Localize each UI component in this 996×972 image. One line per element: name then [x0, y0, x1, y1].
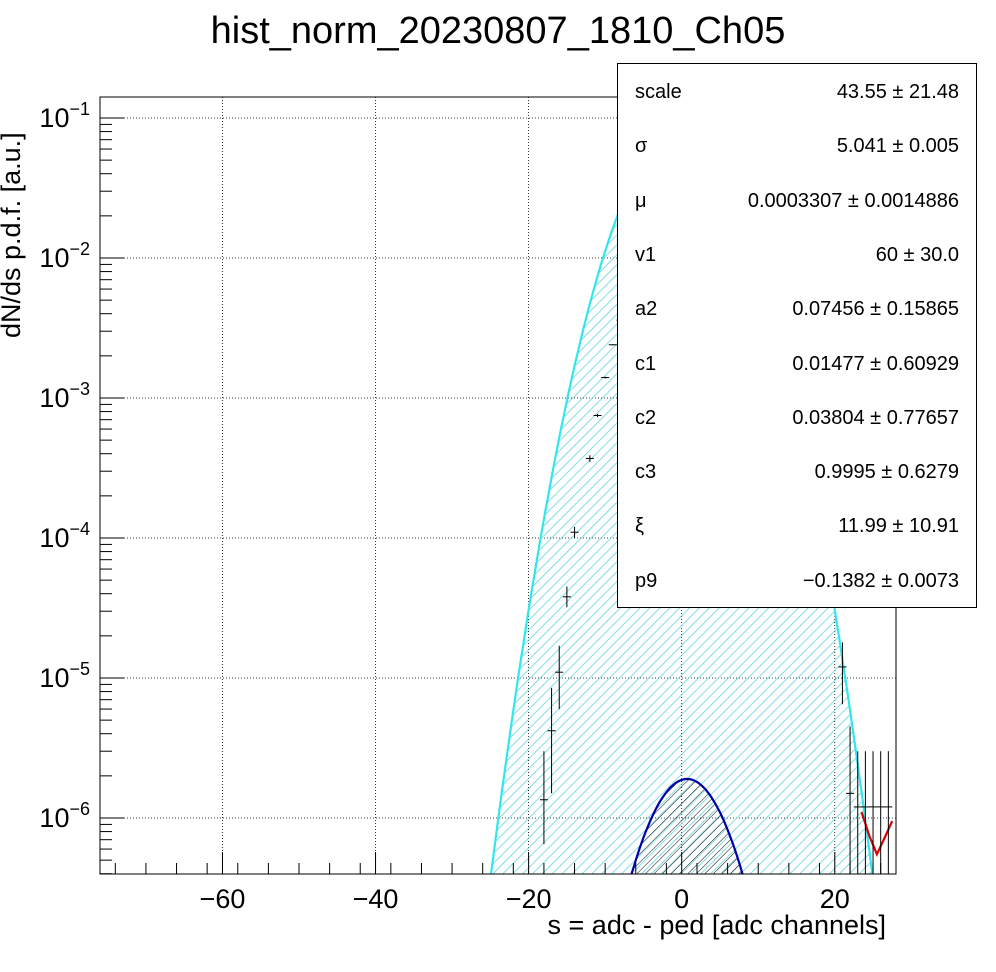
- stat-name: a2: [635, 298, 658, 321]
- stat-row: μ 0.0003307 ± 0.0014886: [618, 190, 976, 220]
- histogram-point: [585, 455, 594, 462]
- histogram-point: [861, 751, 870, 874]
- histogram-point: [838, 642, 847, 705]
- stat-name: ξ: [635, 515, 644, 538]
- y-tick-label: 10−3: [39, 379, 90, 413]
- secondary-peak-fill: [612, 779, 763, 874]
- secondary-peak-curve: [630, 777, 744, 874]
- y-tick-label: 10−6: [39, 799, 90, 833]
- stat-value: 60 ± 30.0: [875, 243, 959, 266]
- tick-labels: −60 −40 −20 0 20 10−1 10−2 10−3 10−4 10−5 10−6: [39, 99, 849, 914]
- stat-value: 0.07456 ± 0.15865: [792, 298, 959, 321]
- y-axis-label: dN/ds p.d.f. [a.u.]: [0, 132, 26, 338]
- stat-row: c1 0.01477 ± 0.60929: [618, 353, 976, 383]
- stat-name: c3: [635, 461, 657, 484]
- histogram-point: [853, 751, 862, 874]
- histogram-point: [570, 526, 579, 538]
- x-tick-label: 20: [820, 884, 850, 914]
- chart-title: hist_norm_20230807_1810_Ch05: [210, 10, 786, 52]
- stat-row: scale 43.55 ± 21.48: [618, 81, 976, 111]
- y-tick-label: 10−1: [39, 99, 90, 133]
- histogram-point: [608, 344, 617, 346]
- stat-row: v1 60 ± 30.0: [618, 244, 976, 274]
- y-tick-label: 10−2: [39, 239, 90, 273]
- x-tick-label: −40: [353, 884, 399, 914]
- y-tick-label: 10−4: [39, 519, 90, 553]
- y-tick-label: 10−5: [39, 659, 90, 693]
- stat-name: σ: [635, 135, 648, 158]
- fit-statistics-box: scale 43.55 ± 21.48 σ 5.041 ± 0.005 μ 0.00033…: [617, 63, 977, 608]
- axis-ticks: [100, 117, 882, 875]
- stat-value: 0.03804 ± 0.77657: [792, 406, 959, 429]
- x-tick-label: −60: [200, 884, 246, 914]
- stat-row: a2 0.07456 ± 0.15865: [618, 298, 976, 328]
- histogram-point: [869, 751, 878, 874]
- stat-value: 11.99 ± 10.91: [838, 515, 959, 538]
- stat-name: scale: [635, 81, 682, 103]
- stat-value: 43.55 ± 21.48: [836, 81, 959, 103]
- stat-value: 0.0003307 ± 0.0014886: [747, 189, 959, 212]
- histogram-point: [593, 413, 602, 418]
- tail-fit-curve: [860, 811, 894, 858]
- stat-row: c3 0.9995 ± 0.6279: [618, 461, 976, 491]
- histogram-point: [876, 751, 885, 874]
- x-axis-label: s = adc - ped [adc channels]: [547, 910, 886, 940]
- stat-row: c2 0.03804 ± 0.77657: [618, 407, 976, 437]
- stat-name: v1: [635, 243, 657, 266]
- histogram-point: [601, 376, 610, 379]
- x-tick-label: 0: [674, 884, 689, 914]
- histogram-point: [547, 687, 556, 794]
- stat-value: 0.01477 ± 0.60929: [792, 352, 959, 375]
- stat-value: 0.9995 ± 0.6279: [814, 461, 959, 484]
- histogram-point: [846, 726, 855, 874]
- histogram-point: [555, 645, 564, 710]
- stat-value: −0.1382 ± 0.0073: [802, 569, 959, 592]
- stat-name: p9: [635, 569, 658, 592]
- stat-row: ξ 11.99 ± 10.91: [618, 515, 976, 545]
- histogram-point: [884, 751, 893, 874]
- stat-row: p9 −0.1382 ± 0.0073: [618, 570, 976, 600]
- stat-name: μ: [635, 189, 647, 212]
- stat-row: σ 5.041 ± 0.005: [618, 135, 976, 165]
- histogram-point: [539, 751, 548, 845]
- stat-name: c1: [635, 352, 657, 375]
- x-tick-label: −20: [506, 884, 552, 914]
- stat-name: c2: [635, 406, 657, 429]
- histogram-point: [562, 586, 571, 608]
- stat-value: 5.041 ± 0.005: [836, 135, 959, 158]
